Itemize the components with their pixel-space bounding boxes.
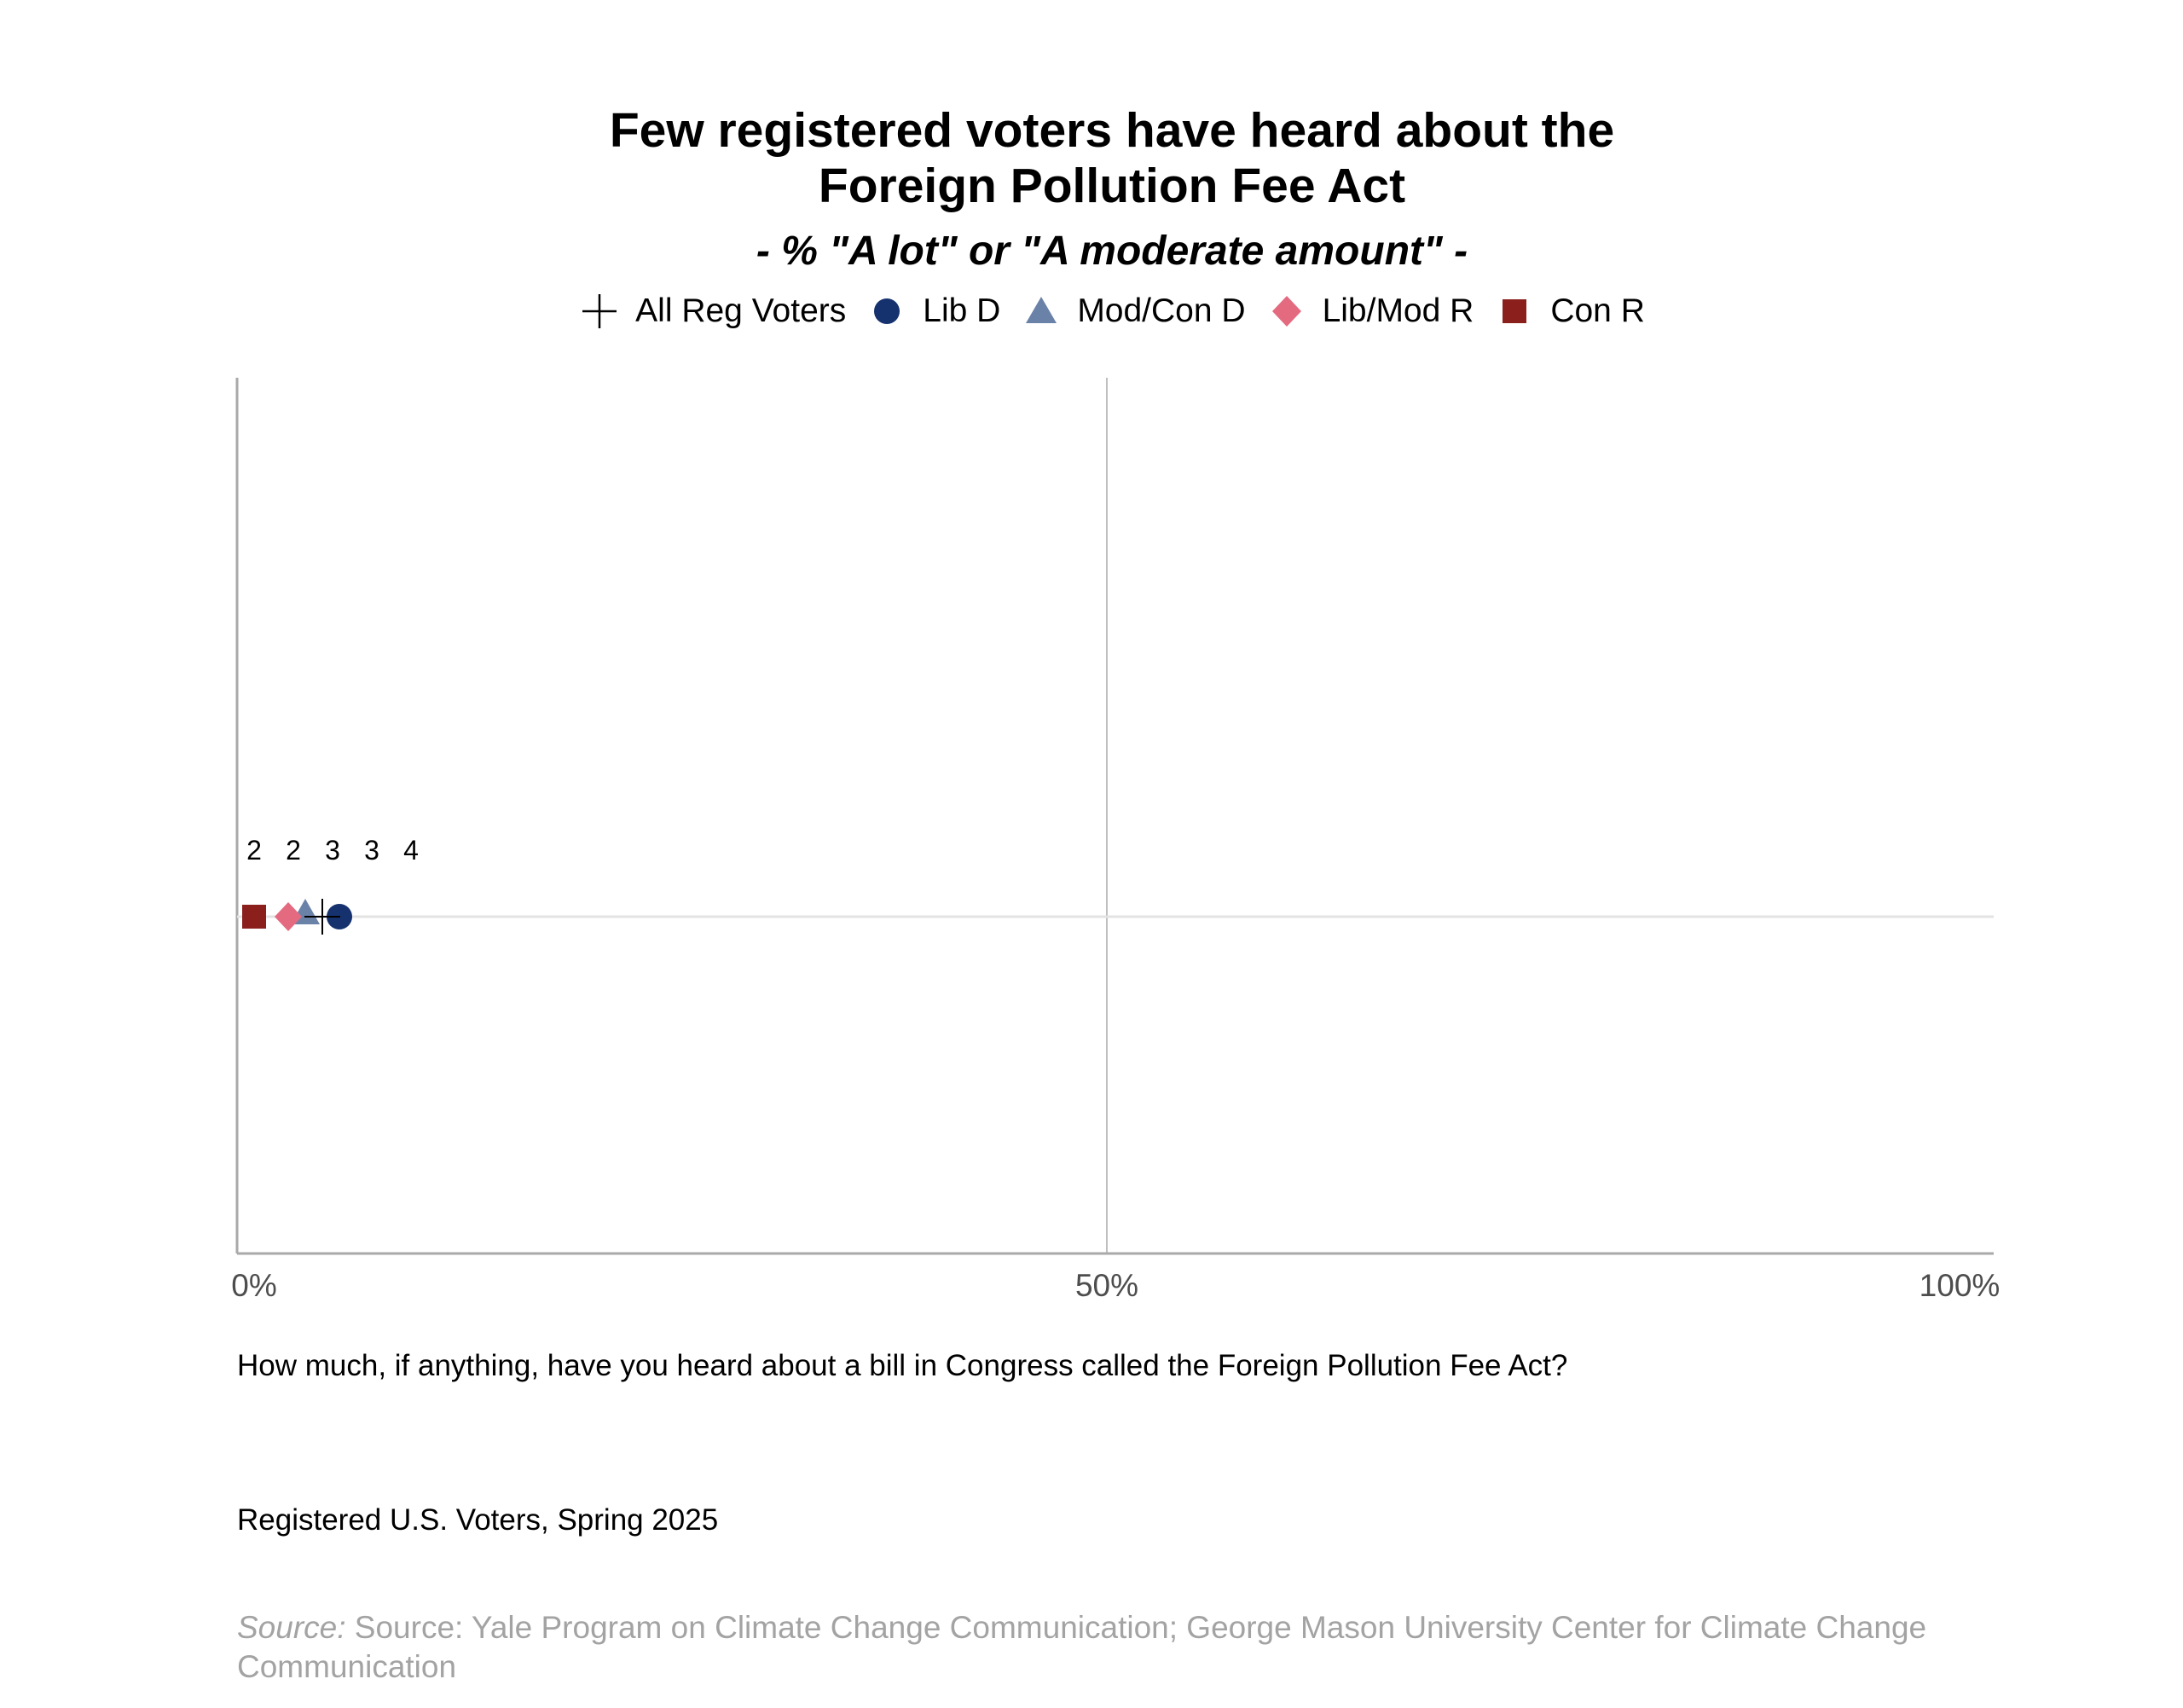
legend-label: Mod/Con D <box>1077 292 1246 329</box>
x-tick-label: 50% <box>1075 1268 1138 1303</box>
legend-label: Lib D <box>923 292 1001 329</box>
data-label: 2 <box>246 835 262 866</box>
legend-label: Con R <box>1550 292 1645 329</box>
data-label: 3 <box>325 835 340 866</box>
data-label: 4 <box>403 835 419 866</box>
diamond-icon <box>1271 296 1301 327</box>
circle-icon <box>874 298 900 324</box>
source-prefix: Source: <box>237 1610 346 1645</box>
source-text: Source: Yale Program on Climate Change C… <box>237 1610 1927 1684</box>
square-icon <box>1503 299 1527 323</box>
question-caption: How much, if anything, have you heard ab… <box>237 1349 1568 1382</box>
triangle-icon <box>1026 297 1057 323</box>
x-tick-label: 0% <box>231 1268 276 1303</box>
source-note: Source: Source: Yale Program on Climate … <box>237 1608 1985 1687</box>
chart-legend: All Reg Voters Lib D Mod/Con D Lib/Mod R… <box>0 290 2183 333</box>
chart-title-line-1: Few registered voters have heard about t… <box>609 103 1615 158</box>
chart-title-line-2: Foreign Pollution Fee Act <box>818 159 1406 213</box>
legend-item-lib-d: Lib D <box>866 291 1000 332</box>
data-label: 3 <box>364 835 379 866</box>
legend-item-con-r: Con R <box>1494 291 1645 332</box>
sample-caption: Registered U.S. Voters, Spring 2025 <box>237 1503 719 1537</box>
marker-all-reg-voters <box>304 899 340 935</box>
legend-label: All Reg Voters <box>635 292 847 329</box>
marker-lib-mod-r <box>275 902 302 931</box>
legend-item-all-reg-voters: All Reg Voters <box>579 291 846 332</box>
legend-item-mod-con-d: Mod/Con D <box>1021 291 1246 332</box>
marker-con-r <box>242 905 266 929</box>
x-tick-label: 100% <box>1920 1268 2001 1303</box>
plus-icon <box>582 294 617 328</box>
legend-label: Lib/Mod R <box>1322 292 1474 329</box>
legend-item-lib-mod-r: Lib/Mod R <box>1266 291 1474 332</box>
chart-subtitle: - % "A lot" or "A moderate amount" - <box>756 229 1468 274</box>
data-label: 2 <box>286 835 301 866</box>
